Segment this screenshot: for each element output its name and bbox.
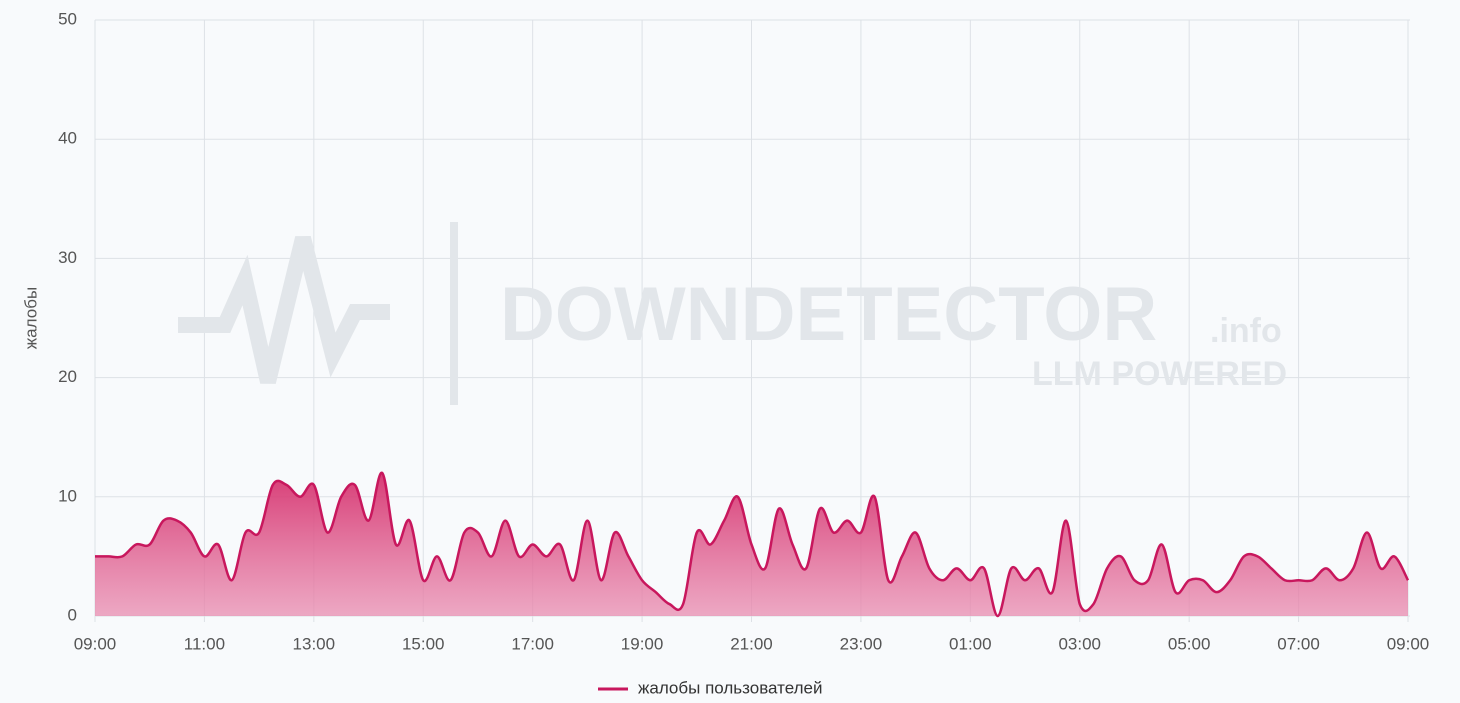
watermark-logo xyxy=(178,236,390,384)
x-tick-label: 05:00 xyxy=(1168,634,1211,653)
y-tick-label: 20 xyxy=(58,367,77,386)
x-tick-label: 13:00 xyxy=(293,634,336,653)
x-tick-label: 03:00 xyxy=(1058,634,1101,653)
x-tick-label: 15:00 xyxy=(402,634,445,653)
y-tick-label: 0 xyxy=(68,605,77,624)
x-tick-label: 09:00 xyxy=(74,634,117,653)
x-tick-label: 21:00 xyxy=(730,634,773,653)
legend-label: жалобы пользователей xyxy=(638,678,822,697)
x-tick-label: 01:00 xyxy=(949,634,992,653)
x-tick-label: 19:00 xyxy=(621,634,664,653)
line xyxy=(95,471,1410,618)
y-axis-label: жалобы xyxy=(21,287,40,349)
y-tick-label: 30 xyxy=(58,248,77,267)
x-tick-label: 07:00 xyxy=(1277,634,1320,653)
y-tick-label: 10 xyxy=(58,486,77,505)
x-tick-label: 17:00 xyxy=(511,634,554,653)
x-tick-label: 09:00 xyxy=(1387,634,1430,653)
x-tick-label: 23:00 xyxy=(840,634,883,653)
x-tick-label: 11:00 xyxy=(184,634,225,653)
watermark-brand: DOWNDETECTOR xyxy=(500,272,1157,357)
watermark-tagline: LLM POWERED xyxy=(1032,355,1287,393)
y-tick-label: 50 xyxy=(58,9,77,28)
y-tick-label: 40 xyxy=(58,129,77,148)
watermark-suffix: .info xyxy=(1210,312,1282,350)
watermark: DOWNDETECTOR .info LLM POWERED xyxy=(178,222,1287,405)
area-fill xyxy=(95,472,1408,616)
